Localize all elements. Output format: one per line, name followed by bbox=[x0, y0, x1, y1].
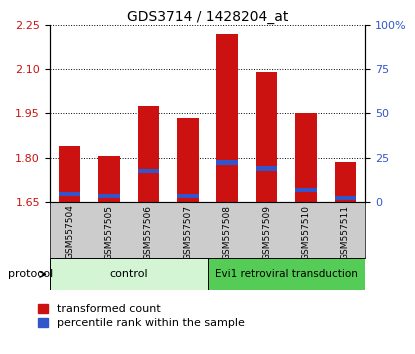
Bar bbox=[208, 258, 365, 290]
Bar bbox=[137, 169, 159, 173]
Text: GSM557507: GSM557507 bbox=[183, 205, 192, 259]
Bar bbox=[295, 188, 317, 192]
Bar bbox=[177, 194, 199, 198]
Text: GSM557509: GSM557509 bbox=[262, 205, 271, 259]
Text: protocol: protocol bbox=[8, 269, 54, 279]
Bar bbox=[334, 196, 356, 200]
Bar bbox=[256, 166, 278, 171]
Bar bbox=[137, 106, 159, 202]
Text: GSM557506: GSM557506 bbox=[144, 205, 153, 259]
Bar bbox=[98, 156, 120, 202]
Bar bbox=[98, 194, 120, 198]
Text: GSM557504: GSM557504 bbox=[65, 205, 74, 259]
Text: control: control bbox=[109, 269, 148, 279]
Title: GDS3714 / 1428204_at: GDS3714 / 1428204_at bbox=[127, 10, 288, 24]
Bar bbox=[59, 192, 81, 196]
Bar bbox=[334, 162, 356, 202]
Text: GSM557511: GSM557511 bbox=[341, 205, 350, 259]
Bar bbox=[177, 118, 199, 202]
Text: Evi1 retroviral transduction: Evi1 retroviral transduction bbox=[215, 269, 358, 279]
Text: GSM557508: GSM557508 bbox=[223, 205, 232, 259]
Bar bbox=[50, 258, 208, 290]
Bar bbox=[295, 113, 317, 202]
Bar bbox=[256, 72, 278, 202]
Text: GSM557510: GSM557510 bbox=[302, 205, 310, 259]
Bar bbox=[216, 160, 238, 165]
Bar bbox=[216, 34, 238, 202]
Bar bbox=[59, 146, 81, 202]
Legend: transformed count, percentile rank within the sample: transformed count, percentile rank withi… bbox=[34, 299, 249, 332]
Text: GSM557505: GSM557505 bbox=[105, 205, 113, 259]
